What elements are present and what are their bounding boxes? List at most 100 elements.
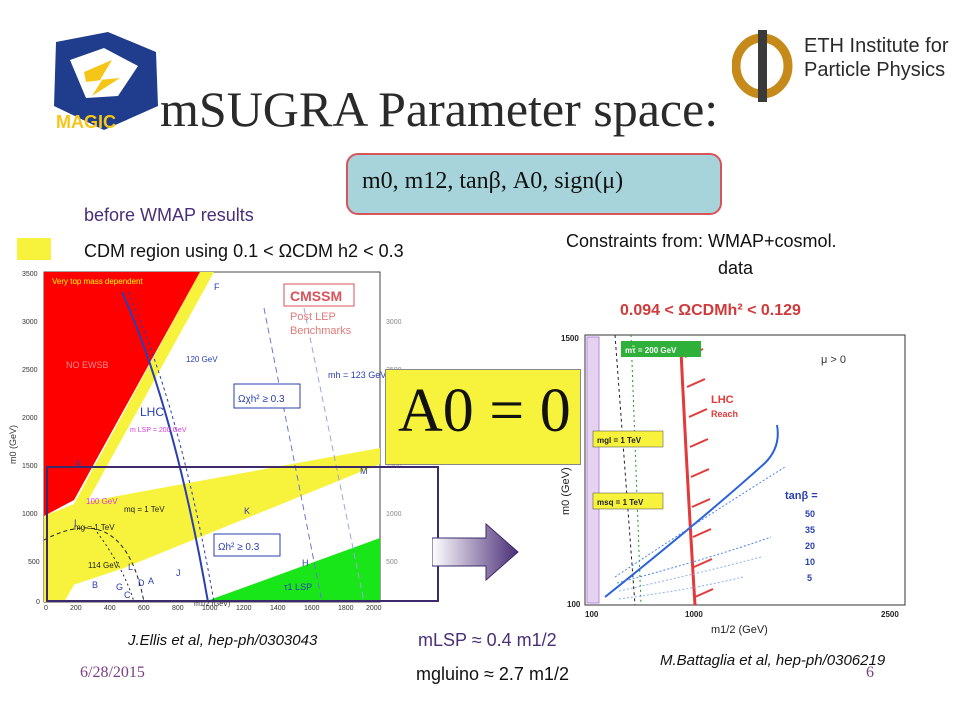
left-point-e: E [76, 460, 82, 470]
left-ytick-0: 0 [36, 599, 40, 606]
right-mtau-line [630, 334, 642, 606]
right-purple-strip [586, 336, 600, 604]
left-ryt-500: 500 [386, 559, 398, 566]
left-legend-sub1: Post LEP [290, 311, 336, 323]
left-point-h: H [302, 558, 309, 568]
left-point-c: C [124, 590, 131, 600]
right-wmap-plot: mτ̃ = 200 GeV mgl = 1 TeV msq = 1 TeV LH… [560, 334, 906, 636]
left-ytick-2500: 2500 [22, 367, 38, 374]
left-point-a: A [148, 576, 154, 586]
left-yellow-band-upper [74, 272, 214, 504]
left-point-l: L [128, 562, 133, 572]
right-tanb-5: 5 [807, 573, 812, 583]
left-100gev: 100 GeV [86, 497, 118, 506]
right-tanb-20: 20 [805, 541, 815, 551]
footer-date: 6/28/2015 [80, 664, 145, 681]
a0-box [385, 369, 581, 465]
right-tanb-label: tanβ = [785, 490, 818, 502]
right-arrow-icon [432, 522, 519, 582]
left-ylabel: m0 (GeV) [8, 425, 18, 464]
left-ytick-3000: 3000 [22, 319, 38, 326]
left-ytick-3500: 3500 [22, 271, 38, 278]
wmap-range-text: 0.094 < ΩCDMh² < 0.129 [620, 302, 801, 319]
slide-title: mSUGRA Parameter space: [160, 81, 719, 137]
left-xtick-1400: 1400 [270, 605, 286, 610]
left-point-f: F [214, 282, 220, 292]
right-curve-5 [618, 576, 744, 600]
right-reach-label: Reach [711, 409, 738, 419]
a0-text: A0 = 0 [398, 377, 571, 445]
left-120gev: 120 GeV [186, 355, 218, 364]
right-tanb-50: 50 [805, 509, 815, 519]
left-top-mass-label: Very top mass dependent [52, 277, 144, 286]
left-tau-lsp: τ1 LSP [284, 582, 312, 592]
left-xtick-400: 400 [104, 605, 116, 610]
left-ytick-1500: 1500 [22, 463, 38, 470]
left-red-region [44, 272, 200, 516]
left-xtick-800: 800 [172, 605, 184, 610]
eth-logo-line1: ETH Institute for [804, 35, 949, 57]
left-ytick-1000: 1000 [22, 511, 38, 518]
left-point-j: J [176, 568, 181, 578]
left-xtick-600: 600 [138, 605, 150, 610]
left-point-d: D [138, 578, 145, 588]
left-cmssm-plot: Very top mass dependent CMSSM Post LEP B… [8, 271, 402, 610]
left-no-ewsb: NO EWSB [66, 360, 109, 370]
eth-logo-text: ETH Institute for Particle Physics [804, 34, 949, 82]
right-tanb-10: 10 [805, 557, 815, 567]
left-xtick-200: 200 [70, 605, 82, 610]
left-point-m: M [360, 466, 368, 476]
right-xlabel: m1/2 (GeV) [711, 624, 768, 636]
left-xtick-1000: 1000 [202, 605, 218, 610]
left-xlabel: m1/2 (GeV) [194, 601, 230, 608]
right-curve-10 [618, 556, 762, 592]
right-mu-label: μ > 0 [821, 354, 846, 366]
right-xtick-2500: 2500 [881, 610, 899, 619]
left-xtick-1600: 1600 [304, 605, 320, 610]
magic-logo: MAGIC [54, 32, 158, 132]
before-wmap-text: before WMAP results [84, 205, 254, 225]
left-yellow-band-lower [54, 448, 380, 588]
left-114gev: 114 GeV [88, 561, 120, 570]
left-mg1tev: mg = 1 TeV [74, 523, 115, 532]
right-curve-35 [614, 466, 786, 578]
left-green-region [204, 538, 380, 602]
mass-lsp-text: mLSP ≈ 0.4 m1/2 [418, 630, 557, 650]
left-mh-label: mh = 123 GeV [328, 370, 386, 380]
phi-logo-icon [732, 30, 793, 102]
left-point-b: B [92, 580, 98, 590]
right-xtick-1000: 1000 [685, 610, 703, 619]
cdm-region-swatch [17, 238, 51, 260]
right-plot-frame [584, 334, 906, 606]
right-mgl-label: mgl = 1 TeV [597, 436, 642, 445]
left-omega-label2: Ωh² ≥ 0.3 [218, 542, 260, 553]
right-lhc-label: LHC [711, 394, 734, 406]
right-lhc-reach-line [679, 350, 697, 606]
cite-right: M.Battaglia et al, hep-ph/0306219 [660, 652, 886, 669]
constraints-text-line2: data [718, 258, 754, 278]
right-tanb-35: 35 [805, 525, 815, 535]
left-xtick-0: 0 [44, 605, 48, 610]
eth-logo-line2: Particle Physics [804, 59, 946, 81]
left-point-k: K [244, 506, 250, 516]
right-msq-label: msq = 1 TeV [597, 498, 644, 507]
right-mtau-label: mτ̃ = 200 GeV [625, 346, 677, 355]
right-curve-50 [604, 424, 779, 598]
left-mlsp: m LSP = 200 GeV [130, 427, 187, 434]
left-mq1tev: mq = 1 TeV [124, 505, 165, 514]
params-text: m0, m12, tanβ, A0, sign(μ) [362, 168, 624, 194]
left-xtick-2000: 2000 [366, 605, 382, 610]
right-ytick-1500: 1500 [561, 334, 579, 343]
zoom-rectangle [46, 466, 439, 602]
left-yellow-low [44, 504, 84, 602]
left-lhc-curve [121, 291, 209, 603]
left-ytick-500: 500 [28, 559, 40, 566]
params-box [346, 153, 722, 215]
right-ylabel: m0 (GeV) [560, 467, 572, 515]
left-ytick-2000: 2000 [22, 415, 38, 422]
cdm-region-text: CDM region using 0.1 < ΩCDM h2 < 0.3 [84, 241, 404, 261]
left-omega-label: Ωχh² ≥ 0.3 [238, 394, 285, 405]
left-point-g: G [116, 582, 123, 592]
right-xtick-100: 100 [585, 610, 599, 619]
magic-logo-text: MAGIC [56, 112, 116, 132]
